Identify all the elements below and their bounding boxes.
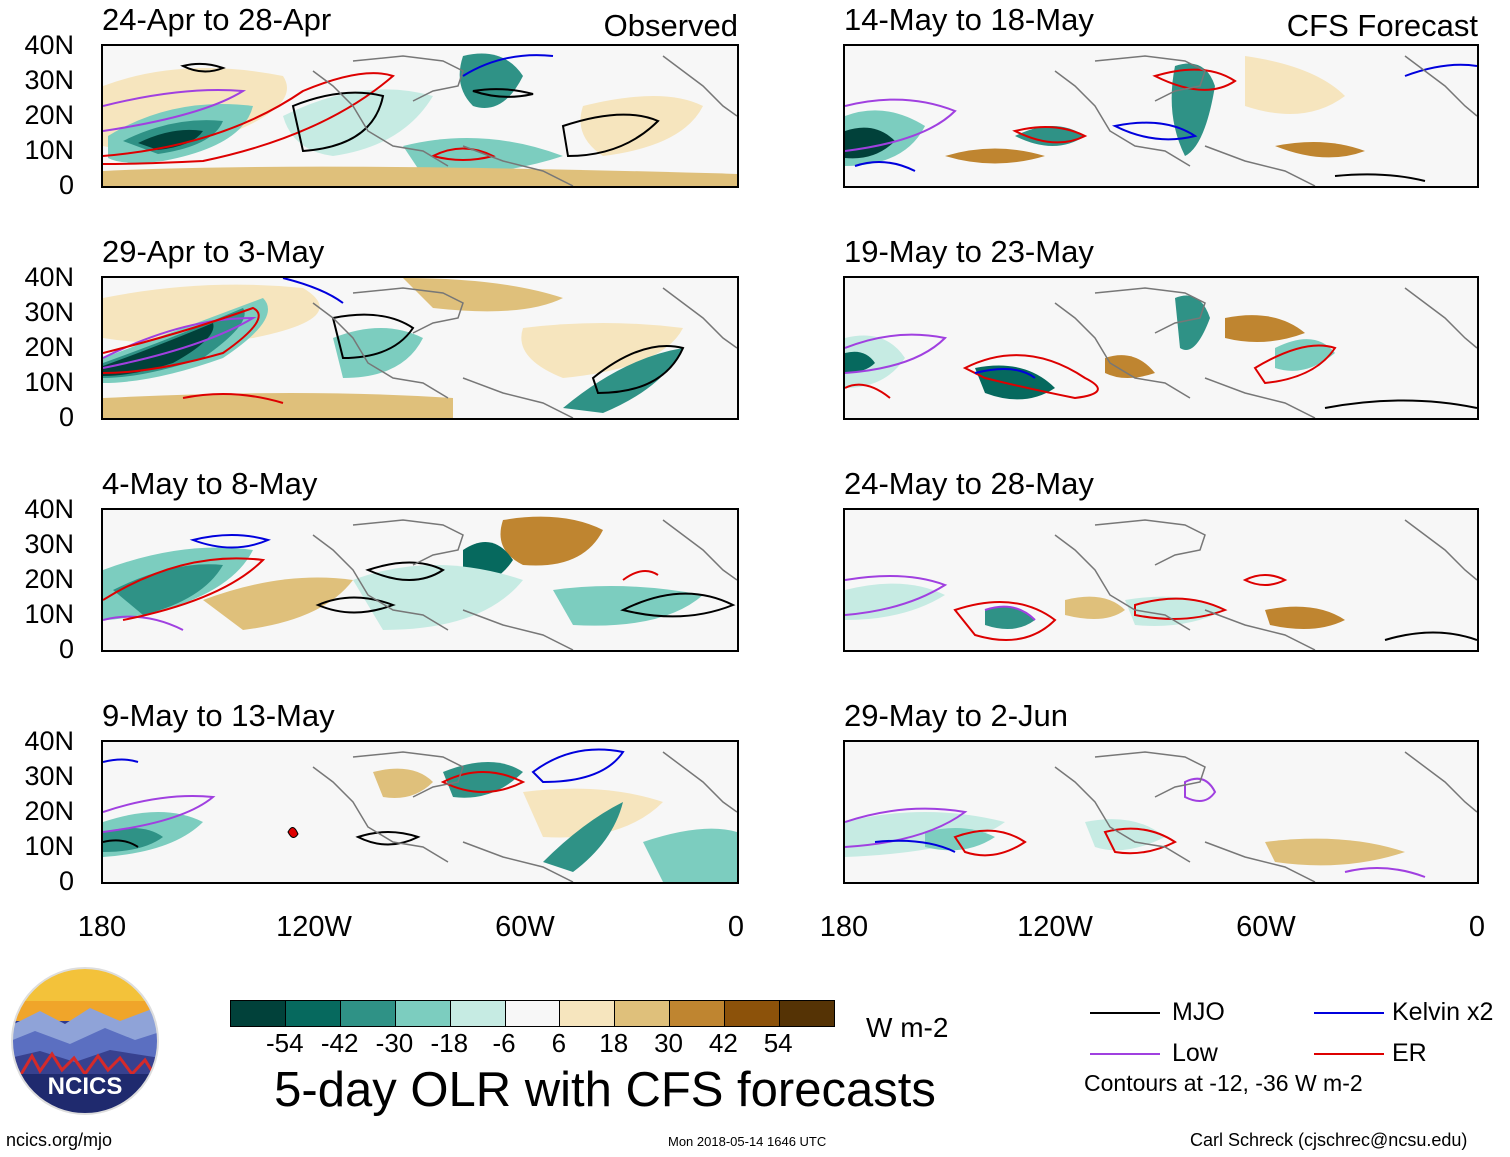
observed-label: Observed (603, 8, 738, 43)
y-tick-1-2: 20N (24, 332, 74, 362)
y-tick-0-0: 40N (24, 30, 74, 60)
y-tick-3-1: 30N (24, 761, 74, 791)
legend-label-kelvin: Kelvin x2 (1392, 998, 1494, 1026)
map-panel-fc-3 (843, 508, 1479, 652)
x-tick-right-60w: 60W (1236, 911, 1296, 943)
legend-swatch-mjo (1090, 1012, 1160, 1014)
panel-title-fc-3: 24-May to 28-May (844, 466, 1094, 501)
panel-title-obs-4: 9-May to 13-May (102, 698, 335, 733)
colorbar-swatch (449, 1001, 505, 1026)
y-tick-0-3: 10N (24, 135, 74, 165)
panel-title-obs-1: 24-Apr to 28-Apr (102, 2, 332, 37)
colorbar-label: 54 (763, 1028, 793, 1058)
x-tick-right-120w: 120W (1017, 911, 1093, 943)
colorbar-label: -54 (266, 1028, 304, 1058)
map-panel-fc-1 (843, 44, 1479, 188)
panel-title-fc-1: 14-May to 18-May (844, 2, 1094, 37)
colorbar-swatch (559, 1001, 615, 1026)
legend-swatch-er (1314, 1053, 1384, 1055)
x-tick-left-180: 180 (77, 911, 127, 943)
footer-credit: Carl Schreck (cjschrec@ncsu.edu) (1190, 1130, 1468, 1150)
colorbar-label: 18 (599, 1028, 629, 1058)
map-panel-obs-1 (101, 44, 739, 188)
y-tick-2-0: 40N (24, 494, 74, 524)
y-tick-3-4: 0 (58, 866, 74, 896)
colorbar-label: 42 (708, 1028, 738, 1058)
y-tick-0-2: 20N (24, 100, 74, 130)
y-tick-0-1: 30N (24, 65, 74, 95)
colorbar-swatch (724, 1001, 780, 1026)
legend-swatch-low (1090, 1053, 1160, 1055)
x-tick-left-60w: 60W (495, 911, 555, 943)
colorbar (230, 1000, 835, 1027)
panel-title-obs-2: 29-Apr to 3-May (102, 234, 325, 269)
y-tick-1-3: 10N (24, 367, 74, 397)
colorbar-labels: -54 -42 -30 -18 -6 6 18 30 42 54 (230, 1028, 833, 1058)
x-tick-left-0: 0 (727, 911, 745, 943)
legend-label-mjo: MJO (1172, 998, 1225, 1026)
colorbar-swatch (394, 1001, 450, 1026)
footer-timestamp: Mon 2018-05-14 1646 UTC (668, 1134, 827, 1149)
colorbar-swatch (614, 1001, 670, 1026)
colorbar-swatch (231, 1001, 285, 1026)
y-tick-3-0: 40N (24, 726, 74, 756)
map-panel-obs-3 (101, 508, 739, 652)
ncics-logo: NCICS (10, 966, 160, 1116)
map-panel-obs-4 (101, 740, 739, 884)
y-tick-2-4: 0 (58, 634, 74, 664)
y-tick-2-3: 10N (24, 599, 74, 629)
colorbar-label: -42 (320, 1028, 359, 1058)
y-tick-2-2: 20N (24, 564, 74, 594)
legend: MJO Kelvin x2 Low ER (1086, 1000, 1506, 1070)
colorbar-label: -18 (430, 1028, 469, 1058)
panel-title-fc-4: 29-May to 2-Jun (844, 698, 1068, 733)
legend-swatch-kelvin (1314, 1012, 1384, 1014)
y-tick-3-3: 10N (24, 831, 74, 861)
x-tick-right-0: 0 (1468, 911, 1486, 943)
footer-url[interactable]: ncics.org/mjo (6, 1130, 113, 1150)
y-tick-0-4: 0 (58, 170, 74, 200)
colorbar-label: 6 (551, 1028, 567, 1058)
colorbar-unit: W m-2 (866, 1012, 949, 1043)
map-panel-fc-4 (843, 740, 1479, 884)
colorbar-swatch (339, 1001, 395, 1026)
figure-title: 5-day OLR with CFS forecasts (274, 1063, 936, 1117)
colorbar-label: -30 (375, 1028, 414, 1058)
y-tick-1-4: 0 (58, 402, 74, 432)
colorbar-label: 30 (654, 1028, 683, 1058)
logo-text: NCICS (48, 1073, 123, 1100)
panel-title-obs-3: 4-May to 8-May (102, 466, 318, 501)
y-tick-1-0: 40N (24, 262, 74, 292)
colorbar-swatch (779, 1001, 834, 1026)
panel-title-fc-2: 19-May to 23-May (844, 234, 1094, 269)
map-panel-obs-2 (101, 276, 739, 420)
contour-note: Contours at -12, -36 W m-2 (1084, 1070, 1363, 1096)
x-tick-right-180: 180 (819, 911, 869, 943)
x-tick-left-120w: 120W (276, 911, 352, 943)
map-panel-fc-2 (843, 276, 1479, 420)
colorbar-swatch (504, 1001, 560, 1026)
y-tick-1-1: 30N (24, 297, 74, 327)
legend-label-low: Low (1172, 1039, 1218, 1067)
y-tick-2-1: 30N (24, 529, 74, 559)
forecast-label: CFS Forecast (1286, 8, 1478, 43)
colorbar-label: -6 (492, 1028, 516, 1058)
colorbar-swatch (669, 1001, 725, 1026)
colorbar-swatch (284, 1001, 340, 1026)
legend-label-er: ER (1392, 1039, 1427, 1067)
y-tick-3-2: 20N (24, 796, 74, 826)
